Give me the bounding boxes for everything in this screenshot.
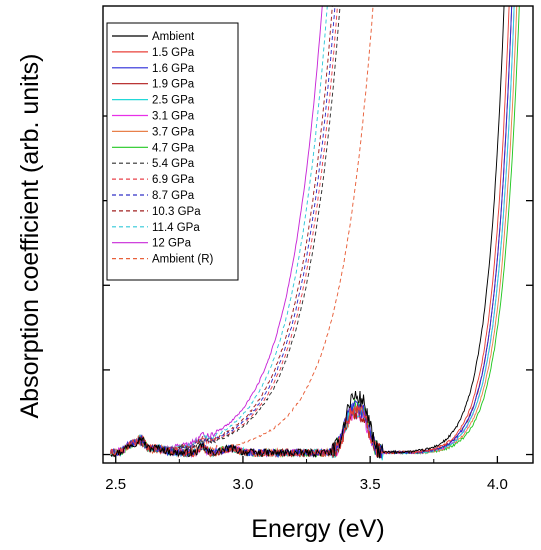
legend-label-8: 5.4 GPa [152, 158, 195, 170]
series-line-10 [110, 6, 336, 456]
y-axis-label: Absorption coefficient (arb. units) [16, 53, 44, 418]
series-line-14 [110, 6, 374, 456]
x-tick-label-1: 3.0 [233, 476, 254, 493]
series-layer [110, 6, 520, 461]
legend-label-3: 1.9 GPa [152, 79, 195, 91]
legend-label-9: 6.9 GPa [152, 174, 195, 186]
legend-label-11: 10.3 GPa [152, 206, 201, 218]
legend-label-2: 1.6 GPa [152, 63, 195, 75]
x-tick-label-0: 2.5 [105, 476, 126, 493]
x-tick-label-2: 3.5 [360, 476, 381, 493]
legend-label-13: 12 GPa [152, 238, 192, 250]
legend-label-5: 3.1 GPa [152, 111, 195, 123]
legend-label-7: 4.7 GPa [152, 142, 195, 154]
legend-label-12: 11.4 GPa [152, 222, 200, 234]
legend-label-0: Ambient [152, 31, 195, 43]
series-line-11 [110, 6, 333, 454]
legend-box [106, 22, 239, 281]
x-axis-label: Energy (eV) [251, 515, 384, 543]
series-line-0 [110, 6, 505, 459]
legend-label-4: 2.5 GPa [152, 95, 195, 107]
x-tick-label-3: 4.0 [487, 476, 508, 493]
legend-label-14: Ambient (R) [152, 254, 214, 266]
legend-label-10: 8.7 GPa [152, 190, 195, 202]
legend-label-6: 3.7 GPa [152, 126, 195, 138]
legend: Ambient 1.5 GPa 1.6 GPa 1.9 GPa 2.5 GPa 3.1 G… [106, 22, 239, 281]
plot-frame [102, 5, 534, 464]
legend-label-1: 1.5 GPa [152, 47, 195, 59]
